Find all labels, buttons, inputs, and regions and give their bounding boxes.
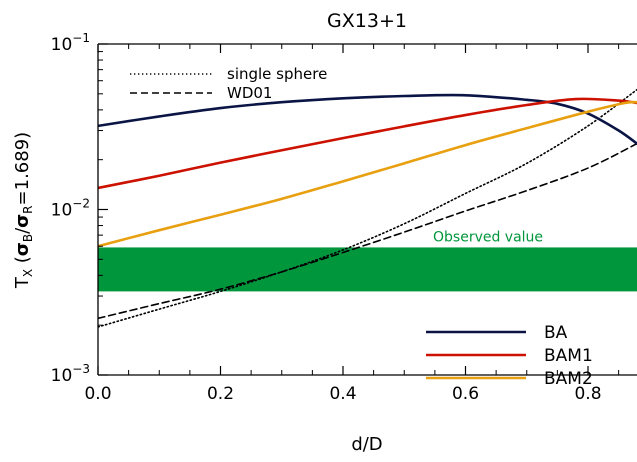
observed-band-label: Observed value xyxy=(433,229,543,245)
legend-label-ba: BA xyxy=(544,323,568,343)
y-label-sigma1: σ xyxy=(12,242,33,256)
tick-label-layer: 0.0 0.2 0.4 0.6 0.810−110−210−3 xyxy=(51,31,602,404)
y-label-prefix-sub: X xyxy=(21,269,35,277)
y-tick-base: 10 xyxy=(51,35,73,55)
y-axis-label: TX (σB/σR=1.689) xyxy=(12,132,35,289)
y-tick-exponent: −3 xyxy=(72,362,90,376)
series-line-single-sphere xyxy=(98,88,637,328)
y-label-open: ( xyxy=(12,256,33,269)
legend-label-wd01: WD01 xyxy=(227,84,272,102)
observed-band-layer: Observed value xyxy=(98,229,637,292)
series-line-bam1 xyxy=(98,97,637,190)
y-label-value: =1.689) xyxy=(12,132,33,206)
legend-label-bam1: BAM1 xyxy=(544,346,593,366)
y-label-sigma2: σ xyxy=(12,214,33,228)
x-tick-label: 0.6 xyxy=(452,384,479,404)
y-tick-label: 10−3 xyxy=(51,362,90,386)
series-line-wd01 xyxy=(98,142,637,320)
y-label-sigma1-sub: B xyxy=(21,234,35,242)
legend-label-bam2: BAM2 xyxy=(544,369,593,389)
series-layer xyxy=(98,88,637,328)
x-tick-label: 0.8 xyxy=(574,384,601,404)
x-axis-label: d/D xyxy=(351,434,382,455)
legend-label-single-sphere: single sphere xyxy=(227,65,327,83)
y-tick-base: 10 xyxy=(51,366,73,386)
observed-band xyxy=(98,247,637,292)
x-tick-label: 0.4 xyxy=(329,384,356,404)
y-tick-label: 10−2 xyxy=(51,197,90,221)
y-label-prefix: T xyxy=(12,276,33,289)
series-line-ba xyxy=(98,93,637,145)
y-tick-exponent: −2 xyxy=(72,197,90,211)
chart-title: GX13+1 xyxy=(327,10,407,32)
x-tick-label: 0.2 xyxy=(207,384,234,404)
y-label-sigma2-sub: R xyxy=(21,205,35,213)
x-tick-label: 0.0 xyxy=(84,384,111,404)
y-tick-exponent: −1 xyxy=(72,31,90,45)
y-tick-label: 10−1 xyxy=(51,31,90,55)
series-line-bam2 xyxy=(98,100,637,248)
axes-layer xyxy=(97,43,637,376)
y-label-slash: / xyxy=(12,227,33,234)
y-tick-base: 10 xyxy=(51,201,73,221)
